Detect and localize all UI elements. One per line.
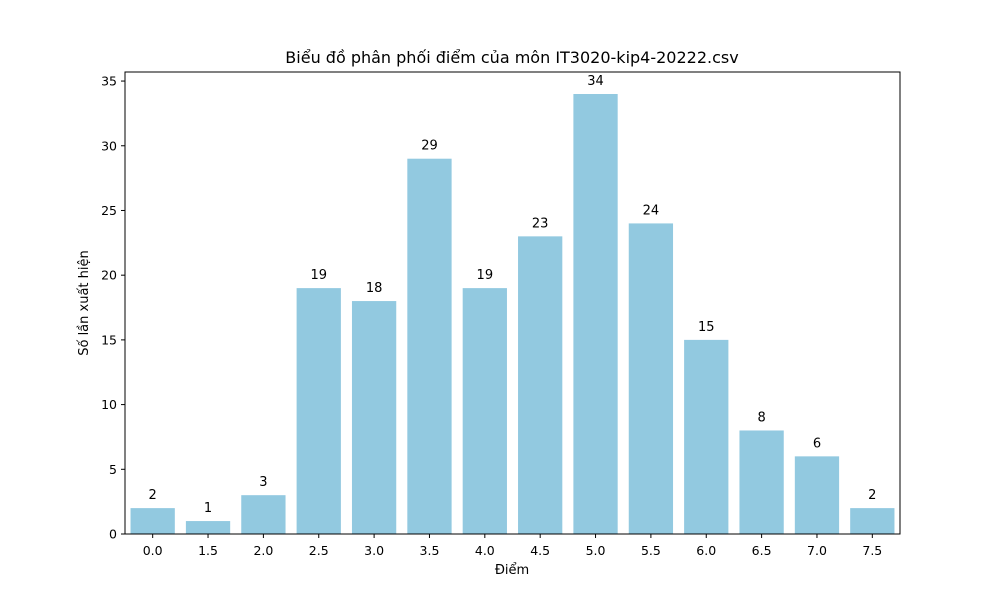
x-tick-label: 6.5 xyxy=(752,543,772,558)
y-tick-label: 35 xyxy=(101,74,117,89)
bar xyxy=(462,288,507,534)
plot-frame xyxy=(124,71,901,535)
y-tick-label: 15 xyxy=(101,332,117,347)
x-tick-label: 5.5 xyxy=(641,543,661,558)
x-tick-label: 2.0 xyxy=(253,543,273,558)
bar xyxy=(185,521,231,534)
bar-value-label: 19 xyxy=(477,268,494,283)
y-tick-label: 25 xyxy=(101,203,117,218)
bar xyxy=(573,94,618,534)
x-axis-label: Điểm xyxy=(495,563,529,578)
bar-value-label: 18 xyxy=(366,281,383,296)
x-tick-label: 0.0 xyxy=(143,543,163,558)
x-tick-label: 5.0 xyxy=(586,543,606,558)
plot-area: 2 0.0 1 1.5 3 2.0 19 2.5 18 3.0 29 3.5 19 4.0 23 4.5 34 5… xyxy=(101,71,901,558)
bar xyxy=(684,339,729,534)
bar-value-label: 2 xyxy=(149,488,157,503)
bar-value-label: 29 xyxy=(421,139,438,154)
bar-value-label: 19 xyxy=(310,268,327,283)
y-tick-label: 0 xyxy=(109,527,117,542)
y-tick-label: 5 xyxy=(109,462,117,477)
bar-value-label: 2 xyxy=(868,488,876,503)
chart-title: Biểu đồ phân phối điểm của môn IT3020-ki… xyxy=(285,48,738,67)
y-axis-label: Số lần xuất hiện xyxy=(77,250,92,356)
bar xyxy=(628,223,674,535)
bar-value-label: 8 xyxy=(757,410,765,425)
bar-value-label: 3 xyxy=(259,475,267,490)
x-tick-label: 3.5 xyxy=(420,543,440,558)
bar xyxy=(739,430,784,534)
x-tick-label: 6.0 xyxy=(696,543,716,558)
x-tick-label: 4.0 xyxy=(475,543,495,558)
bar xyxy=(407,158,452,535)
bar-value-label: 23 xyxy=(532,216,549,231)
bar xyxy=(351,301,397,534)
x-tick-label: 4.5 xyxy=(530,543,550,558)
y-tick-label: 30 xyxy=(101,138,117,153)
x-tick-label: 7.0 xyxy=(807,543,827,558)
bar-value-label: 15 xyxy=(698,320,715,335)
bar xyxy=(518,236,563,534)
x-tick-label: 7.5 xyxy=(862,543,882,558)
bar xyxy=(296,288,341,534)
y-tick-label: 20 xyxy=(101,268,117,283)
x-tick-label: 1.5 xyxy=(198,543,218,558)
x-tick-label: 3.0 xyxy=(364,543,384,558)
bar-value-label: 24 xyxy=(643,203,660,218)
x-tick-label: 2.5 xyxy=(309,543,329,558)
bar xyxy=(850,508,895,534)
bar-value-label: 34 xyxy=(587,74,604,89)
bar xyxy=(794,456,840,534)
y-tick-label: 10 xyxy=(101,397,117,412)
bar-value-label: 1 xyxy=(204,501,212,516)
bar xyxy=(130,508,175,534)
bar-value-label: 6 xyxy=(813,436,821,451)
bar xyxy=(241,495,286,534)
